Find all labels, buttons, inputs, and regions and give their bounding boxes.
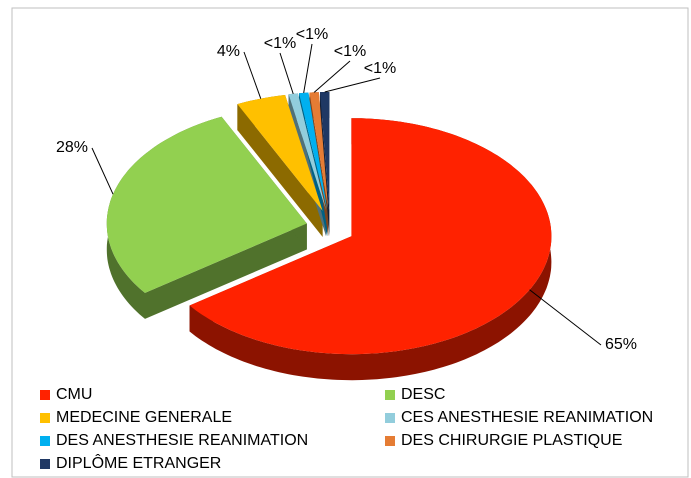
slice-side <box>237 104 323 237</box>
legend-swatch <box>385 390 395 400</box>
legend-label: DES ANESTHESIE REANIMATION <box>56 432 308 449</box>
leader-line <box>279 52 294 94</box>
legend-swatch <box>385 413 395 423</box>
data-label: <1% <box>296 26 328 43</box>
legend-label: CMU <box>56 386 92 403</box>
leader-line <box>243 51 262 99</box>
leader-line <box>529 289 602 346</box>
slice <box>237 95 323 211</box>
leader-line <box>313 60 351 93</box>
slice-side <box>189 118 552 381</box>
legend-swatch <box>40 390 50 400</box>
leader-line <box>91 147 114 195</box>
leader-line <box>303 43 313 94</box>
data-label: <1% <box>334 43 366 60</box>
legend-swatch <box>40 436 50 446</box>
data-label: 4% <box>217 43 240 60</box>
legend-swatch <box>40 413 50 423</box>
legend-label: MEDECINE GENERALE <box>56 409 232 426</box>
legend-swatch <box>385 436 395 446</box>
data-label: 28% <box>56 139 88 156</box>
data-label: 65% <box>605 336 637 353</box>
legend-label: CES ANESTHESIE REANIMATION <box>401 409 653 426</box>
legend-label: DIPLÔME ETRANGER <box>56 453 221 472</box>
leader-line <box>324 77 381 93</box>
legend-label: DES CHIRURGIE PLASTIQUE <box>401 432 622 449</box>
slice <box>288 93 327 211</box>
data-label: <1% <box>264 35 296 52</box>
legend-swatch <box>40 459 50 469</box>
slice <box>299 92 328 211</box>
slice <box>309 92 329 210</box>
slice <box>106 116 307 293</box>
slice-side <box>145 223 307 319</box>
slice <box>320 92 330 210</box>
slice <box>189 118 552 355</box>
legend-label: DESC <box>401 386 445 403</box>
data-label: <1% <box>364 60 396 77</box>
